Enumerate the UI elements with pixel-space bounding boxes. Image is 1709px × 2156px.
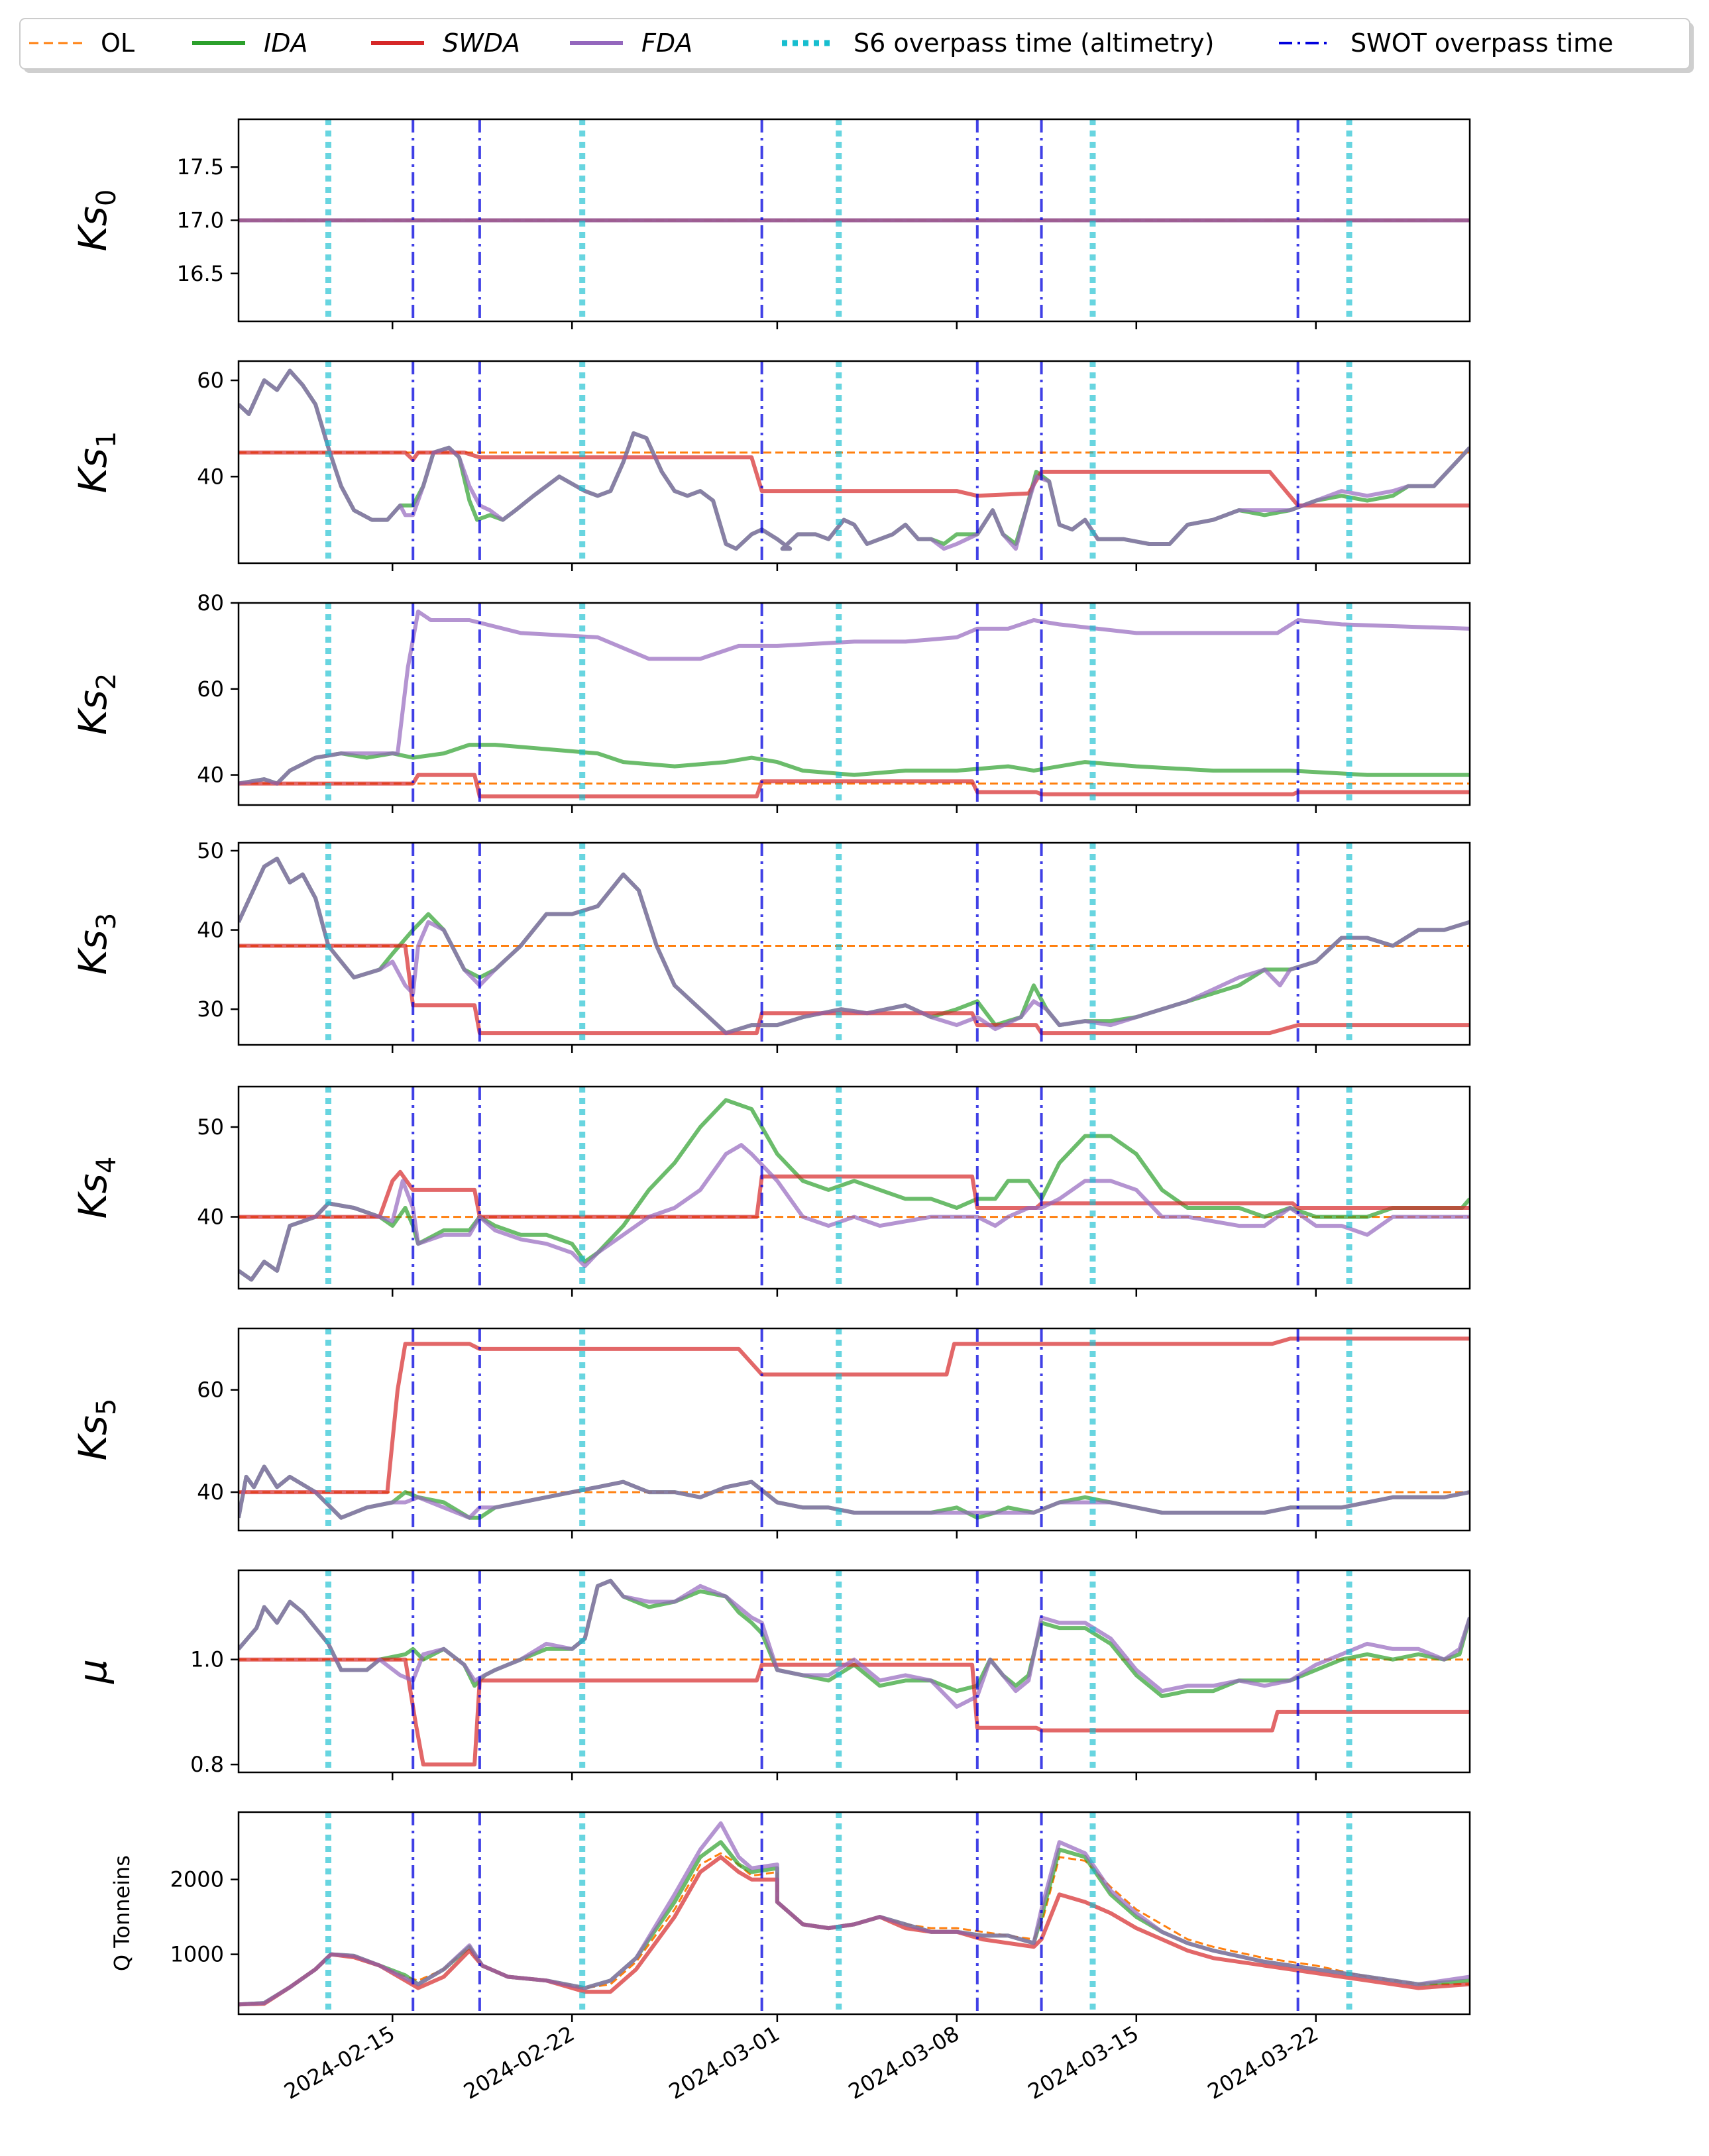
plot-area <box>239 1812 1470 2014</box>
y-tick-label: 17.5 <box>177 154 224 180</box>
y-axis-label-main: Ks <box>70 448 115 493</box>
plot-area <box>239 119 1470 321</box>
panel-0: 16.5 17.0 17.5 Ks0 <box>70 118 1471 329</box>
y-axis-label-main: Ks <box>70 206 115 251</box>
y-axis-label-main: Ks <box>70 930 115 975</box>
y-axis-label-subscript: 1 <box>91 431 122 448</box>
y-tick-label: 16.5 <box>177 261 224 286</box>
y-tick-label: 50 <box>197 838 224 863</box>
axes-frame <box>237 602 1471 806</box>
legend-label: OL <box>101 28 135 58</box>
plot-area <box>239 1570 1470 1772</box>
y-tick-label: 60 <box>197 1377 224 1403</box>
y-tick-label: 0.8 <box>190 1752 224 1777</box>
legend: OL IDA SWDA FDA S6 overpass time (altimetry)… <box>19 18 1694 73</box>
y-tick-label: 40 <box>197 464 224 489</box>
panel-2: 40 60 80 Ks2 <box>70 590 1471 813</box>
y-axis-label: Ks5 <box>70 1399 122 1461</box>
axes-frame <box>237 360 1471 565</box>
series-fda-line <box>239 1143 1470 1282</box>
y-axis-label-subscript: 5 <box>91 1399 122 1415</box>
y-tick-label: 40 <box>197 918 224 943</box>
panel-4: 40 50 Ks4 <box>70 1085 1471 1297</box>
y-axis-label-main: μ <box>70 1659 115 1684</box>
panel-1: 40 60 Ks1 <box>70 360 1471 571</box>
legend-label: FDA <box>641 28 692 58</box>
plot-area <box>239 843 1470 1045</box>
y-axis-label-subscript: 0 <box>91 189 122 206</box>
plot-area <box>239 361 1470 563</box>
y-axis-label-main: Ks <box>70 1173 115 1218</box>
y-tick-label: 50 <box>197 1114 224 1140</box>
y-axis-label-subscript: 2 <box>91 673 122 690</box>
y-axis-label: Ks2 <box>70 673 122 735</box>
y-axis-label: Ks1 <box>70 431 122 494</box>
y-tick-label: 60 <box>197 368 224 393</box>
y-axis-label-main: Ks <box>70 690 115 735</box>
axes-frame <box>237 1811 1471 2016</box>
series-swda-line <box>239 451 1470 508</box>
panel-6: 0.8 1.0 μ <box>70 1569 1471 1780</box>
series-fda-line <box>239 368 1470 551</box>
plot-area <box>239 603 1470 805</box>
series-swda-line <box>239 1657 1470 1767</box>
y-tick-label: 40 <box>197 763 224 788</box>
legend-label: IDA <box>264 28 307 58</box>
legend-items: OL IDA SWDA FDA S6 overpass time (altimetry)… <box>29 28 1614 58</box>
series-swda-line <box>239 1336 1470 1495</box>
series-fda-line <box>239 1464 1470 1520</box>
y-axis-label: Ks4 <box>70 1157 122 1219</box>
y-tick-label: 17.0 <box>177 208 224 233</box>
series-swda-line <box>239 1169 1470 1219</box>
y-axis-label: Ks3 <box>70 913 122 975</box>
y-axis-label: Q Tonneins <box>109 1855 135 1971</box>
y-axis-label-subscript: 3 <box>91 913 122 930</box>
y-axis-label: μ <box>70 1659 115 1684</box>
legend-label: SWDA <box>443 28 520 58</box>
series-swda-line <box>239 773 1470 798</box>
plot-area <box>239 1328 1470 1531</box>
axes-frame <box>237 1327 1471 1532</box>
series-fda-line <box>239 1578 1470 1709</box>
legend-entry-ida: IDA <box>192 28 307 58</box>
y-tick-label: 80 <box>197 590 224 616</box>
legend-entry-swot-overpass-time: SWOT overpass time <box>1279 28 1614 58</box>
y-tick-label: 40 <box>197 1205 224 1230</box>
y-tick-label: 2000 <box>170 1867 224 1892</box>
y-tick-label: 30 <box>197 997 224 1022</box>
y-tick-label: 1000 <box>170 1942 224 1967</box>
legend-entry-s6-overpass-time-altimetry-: S6 overpass time (altimetry) <box>782 28 1215 58</box>
series-fda-line <box>239 856 1470 1036</box>
y-axis-label: Ks0 <box>70 189 122 252</box>
y-axis-label-subscript: 4 <box>91 1157 122 1173</box>
axes-frame <box>237 841 1471 1046</box>
y-tick-label: 60 <box>197 676 224 702</box>
plot-area <box>239 1087 1470 1289</box>
panel-5: 40 60 Ks5 <box>70 1327 1471 1538</box>
axes-frame <box>237 1085 1471 1290</box>
y-tick-label: 40 <box>197 1480 224 1505</box>
legend-entry-fda: FDA <box>570 28 692 58</box>
series-ida-line <box>239 1098 1470 1282</box>
y-tick-label: 1.0 <box>190 1647 224 1672</box>
panel-3: 30 40 50 Ks3 <box>70 838 1471 1053</box>
legend-entry-ol: OL <box>29 28 135 58</box>
legend-label: SWOT overpass time <box>1351 28 1614 58</box>
legend-frame <box>19 18 1690 70</box>
legend-entry-swda: SWDA <box>371 28 520 58</box>
y-axis-label-main: Ks <box>70 1415 115 1460</box>
series-fda-line <box>239 610 1470 786</box>
legend-label: S6 overpass time (altimetry) <box>854 28 1215 58</box>
axes-frame <box>237 1569 1471 1774</box>
